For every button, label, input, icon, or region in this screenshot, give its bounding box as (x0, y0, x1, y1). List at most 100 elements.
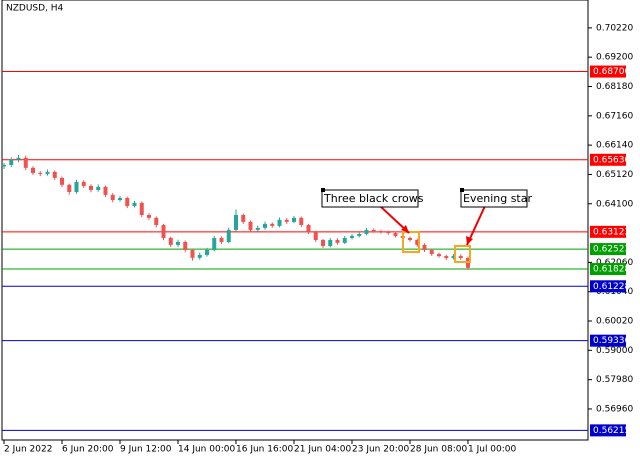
level-label: 0.56215 (593, 426, 630, 436)
candle-body (342, 237, 347, 243)
y-tick-label: 0.69200 (596, 53, 633, 63)
candle-body (154, 217, 159, 226)
candle-body (313, 231, 318, 240)
candle-body (118, 198, 122, 201)
candle-body (255, 227, 260, 230)
candle-body (31, 167, 35, 174)
candle-body (371, 229, 376, 232)
candle-body (415, 239, 420, 245)
level-label: 0.68700 (593, 67, 630, 77)
candle-body (364, 229, 369, 234)
candle-body (89, 185, 93, 190)
candle-body (52, 171, 57, 178)
candle-body (74, 181, 79, 192)
candle-body (161, 225, 166, 238)
y-tick-label: 0.57980 (596, 375, 633, 385)
candle-body (458, 256, 463, 259)
plot-frame (1, 0, 589, 441)
candle-body (270, 223, 275, 226)
annotation: Three black crows (323, 192, 424, 205)
arrow-head (466, 236, 473, 245)
pattern-box (454, 245, 471, 263)
level-label: 0.65630 (593, 155, 630, 165)
candle-body (23, 157, 28, 168)
arrow-head (401, 225, 409, 233)
candle-body (190, 250, 195, 258)
candle-body (9, 159, 14, 165)
y-tick-label: 0.64100 (596, 199, 633, 209)
y-tick-label: 0.60020 (596, 317, 633, 327)
level-label-box (590, 243, 626, 256)
candle-body (386, 231, 391, 234)
candle-body (212, 237, 217, 251)
candle-body (306, 225, 311, 232)
annotation-box (460, 189, 528, 208)
candle-body (284, 219, 289, 222)
candle-body (38, 173, 43, 175)
level-label-box (590, 263, 626, 276)
candle-body (422, 244, 427, 251)
y-tick-label: 0.68180 (596, 82, 633, 92)
candle-body (197, 254, 202, 258)
axes: 0.70220 0.69200 0.68180 0.67160 0.66140 0.651… (3, 23, 633, 455)
annotation: Evening star (463, 192, 532, 205)
candle-body (176, 241, 180, 245)
level-label-box (590, 153, 626, 166)
y-tick-label: 0.59000 (596, 346, 633, 356)
candle-body (67, 184, 72, 192)
candle-body (429, 250, 434, 255)
candle-body (321, 239, 325, 247)
candle-body (393, 233, 398, 236)
level-label-box (590, 280, 626, 293)
candle-body (110, 194, 115, 201)
x-tick-label: 23 Jun 20:00 (352, 445, 409, 455)
annotation-box (321, 189, 419, 208)
level-label-box (590, 65, 626, 78)
candle-body (168, 237, 173, 245)
y-tick-label: 0.66140 (596, 141, 633, 151)
level-label-box (590, 334, 626, 347)
candle-body (16, 157, 21, 160)
x-tick-label: 14 Jun 00:00 (178, 445, 235, 455)
candle-body (277, 219, 282, 226)
candle-body (241, 214, 246, 222)
x-tick-label: 16 Jun 16:00 (236, 445, 293, 455)
candle-body (81, 181, 86, 186)
candle-body (408, 237, 412, 240)
candle-body (132, 202, 137, 207)
x-tick-label: 9 Jun 12:00 (120, 445, 172, 455)
level-label: 0.59336 (593, 336, 630, 346)
candle-body (96, 186, 101, 190)
pattern-box (402, 231, 420, 253)
candle-body (248, 221, 253, 230)
anchor (321, 188, 325, 192)
candle-body (299, 217, 304, 226)
x-tick-label: 2 Jun 2022 (4, 445, 52, 455)
candle-body (234, 214, 238, 230)
y-tick-label: 0.70220 (596, 23, 633, 33)
level-label: 0.61228 (593, 282, 630, 292)
level-label: 0.63123 (593, 227, 630, 237)
y-tick-label: 0.65120 (596, 170, 633, 180)
candle-body (292, 217, 296, 222)
x-tick-label: 28 Jun 08:00 (410, 445, 467, 455)
candle-body (2, 164, 6, 167)
candle-body (45, 171, 50, 174)
candle-body (350, 235, 354, 238)
y-tick-label: 0.67160 (596, 111, 633, 121)
candle-body (60, 177, 64, 185)
x-tick-label: 21 Jun 04:00 (294, 445, 351, 455)
candle-body (263, 223, 267, 228)
level-label-box (590, 424, 626, 437)
candle-body (226, 229, 231, 242)
candle-body (357, 233, 362, 236)
candle-body (335, 239, 340, 243)
y-tick-label: 0.62060 (596, 258, 633, 268)
anchor (460, 188, 464, 192)
candle-body (437, 254, 441, 257)
candle-body (379, 231, 383, 233)
candle-body (451, 256, 456, 259)
candle-body (219, 237, 224, 242)
level-label-box (590, 225, 626, 238)
